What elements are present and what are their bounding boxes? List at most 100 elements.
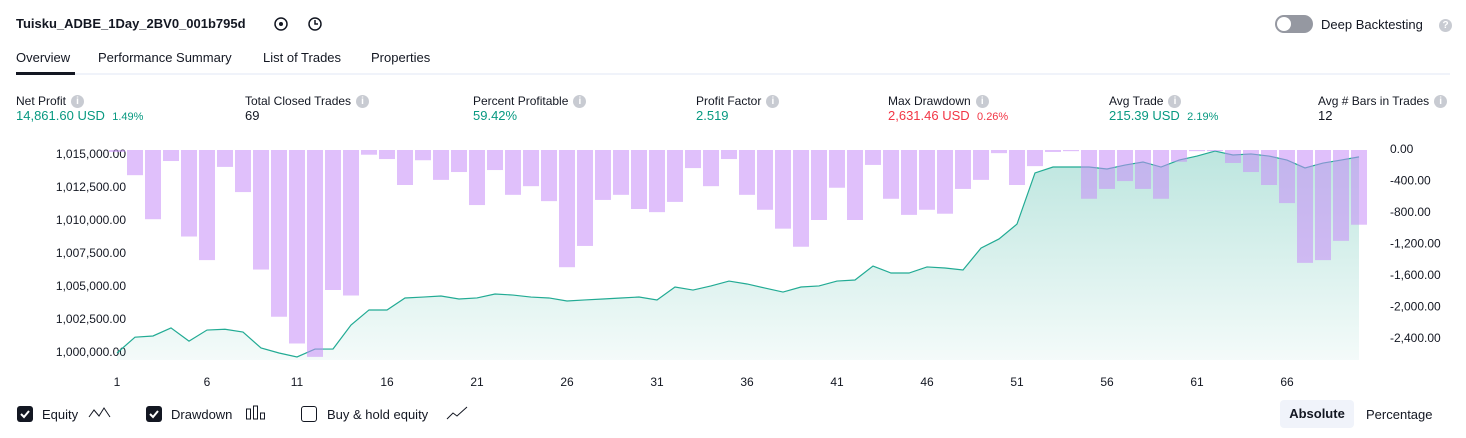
metric-value: 12 xyxy=(1318,108,1333,124)
drawdown-bar xyxy=(829,150,845,188)
drawdown-bar xyxy=(865,150,881,165)
metric-label: Max Drawdown xyxy=(888,94,971,108)
drawdown-bar xyxy=(973,150,989,180)
x-tick-label: 31 xyxy=(650,375,664,389)
drawdown-bar xyxy=(343,150,359,296)
y2-tick-label: -1,200.00 xyxy=(1390,237,1441,251)
drawdown-bar xyxy=(649,150,665,213)
legend-icon xyxy=(446,406,468,420)
tab[interactable]: Overview xyxy=(16,50,71,65)
drawdown-bar xyxy=(1045,150,1061,152)
help-icon[interactable]: ? xyxy=(1439,19,1452,33)
drawdown-bar xyxy=(523,150,539,187)
drawdown-bar xyxy=(1261,150,1277,185)
drawdown-bar xyxy=(361,150,377,155)
metric-percent: 1.49% xyxy=(112,111,144,124)
equity-line xyxy=(116,150,1360,358)
drawdown-bar xyxy=(667,150,683,202)
drawdown-bar xyxy=(307,150,323,357)
drawdown-bar xyxy=(919,150,935,210)
drawdown-bar xyxy=(487,150,503,171)
y2-tick-label: -800.00 xyxy=(1390,205,1431,219)
drawdown-bar xyxy=(739,150,755,195)
checkbox[interactable] xyxy=(301,406,317,422)
drawdown-bar xyxy=(685,150,701,169)
legend-label: Buy & hold equity xyxy=(327,407,429,422)
drawdown-bar xyxy=(1099,150,1115,189)
legend-icon xyxy=(88,407,111,418)
drawdown-bar xyxy=(127,150,143,176)
drawdown-bar xyxy=(811,150,827,220)
y2-tick-label: 0.00 xyxy=(1390,142,1414,156)
drawdown-bar xyxy=(379,150,395,160)
drawdown-bar xyxy=(505,150,521,195)
mode-button[interactable]: Percentage xyxy=(1366,407,1433,422)
drawdown-bar xyxy=(469,150,485,206)
y2-tick-label: -1,600.00 xyxy=(1390,268,1441,282)
drawdown-bar xyxy=(1009,150,1025,185)
drawdown-bar xyxy=(1117,150,1133,182)
drawdown-bar xyxy=(1333,150,1349,241)
x-tick-label: 51 xyxy=(1010,375,1024,389)
tab[interactable]: Performance Summary xyxy=(98,50,232,65)
drawdown-bar xyxy=(901,150,917,215)
drawdown-bar xyxy=(1081,150,1097,199)
drawdown-bar xyxy=(433,150,449,180)
y2-tick-label: -2,400.00 xyxy=(1390,331,1441,345)
drawdown-bar xyxy=(721,150,737,160)
drawdown-bar xyxy=(289,150,305,344)
tab-underline xyxy=(16,72,75,75)
legend-icon xyxy=(246,405,265,420)
x-tick-label: 16 xyxy=(380,375,394,389)
mode-button[interactable]: Absolute xyxy=(1280,400,1354,428)
tab[interactable]: List of Trades xyxy=(263,50,342,65)
drawdown-bar xyxy=(793,150,809,247)
y-tick-label: 1,012,500.00 xyxy=(56,180,126,194)
drawdown-bar xyxy=(883,150,899,199)
drawdown-bar xyxy=(847,150,863,220)
y-tick-label: 1,005,000.00 xyxy=(56,279,126,293)
tab-separator xyxy=(16,73,1450,75)
drawdown-bar xyxy=(955,150,971,189)
y-tick-label: 1,000,000.00 xyxy=(56,345,126,359)
x-tick-label: 1 xyxy=(114,375,121,389)
equity-area xyxy=(117,151,1359,360)
metric-label: Percent Profitable xyxy=(473,94,569,108)
checkbox[interactable] xyxy=(146,406,162,422)
drawdown-bar xyxy=(757,150,773,210)
x-tick-label: 66 xyxy=(1280,375,1294,389)
drawdown-bar xyxy=(1351,150,1367,225)
metric-label: Net Profit xyxy=(16,94,67,108)
drawdown-bar xyxy=(451,150,467,173)
drawdown-bar xyxy=(775,150,791,229)
toggle[interactable] xyxy=(1275,15,1313,33)
checkbox[interactable] xyxy=(17,406,33,422)
drawdown-bar xyxy=(1207,150,1223,152)
drawdown-bar xyxy=(1063,150,1079,152)
metric-percent: 0.26% xyxy=(977,111,1009,124)
x-tick-label: 11 xyxy=(291,375,304,389)
drawdown-bar xyxy=(1315,150,1331,261)
drawdown-bar xyxy=(415,150,431,161)
metric: Profit Factor i 2.519 xyxy=(696,94,780,124)
x-tick-label: 41 xyxy=(830,375,844,389)
drawdown-bar xyxy=(703,150,719,187)
drawdown-bar xyxy=(163,150,179,162)
metric-label: Avg # Bars in Trades xyxy=(1318,94,1430,108)
metric: Total Closed Trades i 69 xyxy=(245,94,370,124)
drawdown-bar xyxy=(199,150,215,261)
drawdown-bar xyxy=(991,150,1007,154)
x-tick-label: 21 xyxy=(470,375,484,389)
y-tick-label: 1,010,000.00 xyxy=(56,213,126,227)
metric-value: 2.519 xyxy=(696,108,729,124)
drawdown-bar xyxy=(1297,150,1313,263)
metric-value: 69 xyxy=(245,108,260,124)
drawdown-bar xyxy=(631,150,647,209)
title-icons[interactable] xyxy=(272,15,332,33)
drawdown-bar xyxy=(1153,150,1169,199)
tab[interactable]: Properties xyxy=(371,50,431,65)
metric: Percent Profitable i 59.42% xyxy=(473,94,587,123)
metric-value: 2,631.46 USD xyxy=(888,108,970,124)
drawdown-bar xyxy=(1135,150,1151,189)
